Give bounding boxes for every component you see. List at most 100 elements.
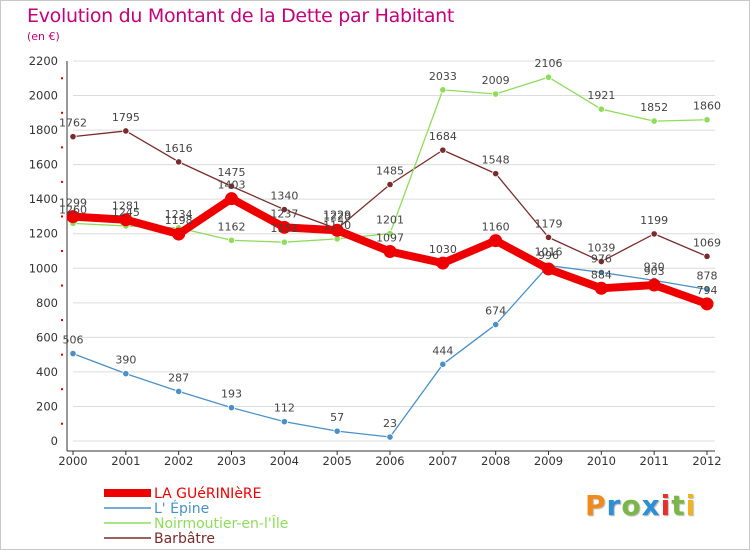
- data-point-la-gu-rini-re: [594, 281, 608, 295]
- data-label-la-gu-rini-re: 996: [538, 249, 559, 262]
- data-point-la-gu-rini-re: [330, 223, 344, 237]
- data-point-la-gu-rini-re: [225, 192, 238, 206]
- data-point-barb-tre: [386, 180, 394, 189]
- y-minor-tick: [61, 146, 63, 149]
- data-label-barb-tre: 1199: [640, 214, 668, 227]
- y-minor-tick: [61, 422, 63, 425]
- data-label-noirmoutier-en-l-le: 1245: [112, 206, 140, 219]
- data-label-l-pine: 23: [383, 417, 397, 430]
- logo-letter: r: [606, 489, 622, 522]
- data-label-barb-tre: 1229: [323, 209, 351, 222]
- logo-letter: i: [660, 489, 672, 522]
- data-point-noirmoutier-en-l-le: [439, 86, 447, 94]
- y-tick-label: 800: [36, 296, 58, 310]
- logo-letter: P: [585, 489, 607, 522]
- x-tick-label: 2008: [481, 454, 510, 468]
- x-tick-label: 2010: [587, 454, 616, 468]
- data-point-l-pine: [597, 268, 605, 277]
- data-label-barb-tre: 1340: [270, 190, 298, 203]
- x-tick-label: 2006: [375, 454, 404, 468]
- data-label-barb-tre: 1069: [693, 236, 721, 249]
- data-label-l-pine: 930: [644, 260, 665, 273]
- data-label-barb-tre: 1179: [535, 217, 563, 230]
- data-point-barb-tre: [122, 127, 130, 135]
- data-label-la-gu-rini-re: 1299: [59, 197, 87, 210]
- data-point-barb-tre: [597, 257, 605, 266]
- y-tick-label: 1200: [29, 227, 58, 241]
- data-label-noirmoutier-en-l-le: 1151: [270, 222, 298, 235]
- data-label-noirmoutier-en-l-le: 1921: [587, 89, 615, 102]
- data-point-noirmoutier-en-l-le: [544, 73, 553, 81]
- data-label-la-gu-rini-re: 1198: [165, 214, 193, 227]
- legend-label-noirmoutier-en-l-le: Noirmoutier-en-l'Île: [154, 514, 288, 532]
- y-tick-label: 1000: [29, 261, 58, 275]
- logo-letter: i: [685, 489, 697, 522]
- data-point-barb-tre: [650, 230, 658, 238]
- data-label-la-gu-rini-re: 1281: [112, 200, 140, 213]
- data-label-noirmoutier-en-l-le: 1860: [693, 100, 721, 113]
- data-point-l-pine: [227, 404, 236, 412]
- data-point-l-pine: [175, 387, 183, 396]
- data-label-l-pine: 193: [221, 388, 242, 401]
- data-label-la-gu-rini-re: 1403: [218, 179, 246, 192]
- data-point-la-gu-rini-re: [700, 297, 714, 311]
- data-label-l-pine: 287: [168, 371, 189, 384]
- axis-layer: 0 200 400 600 800 1000 1200 1400 1600 1800 2000 220…: [29, 54, 722, 468]
- data-point-la-gu-rini-re: [436, 256, 450, 270]
- data-point-barb-tre: [703, 252, 711, 260]
- y-minor-tick: [61, 250, 63, 252]
- data-point-la-gu-rini-re: [489, 234, 503, 248]
- data-label-la-gu-rini-re: 1097: [376, 232, 404, 245]
- data-point-l-pine: [333, 427, 341, 435]
- data-label-la-gu-rini-re: 1220: [323, 210, 351, 223]
- data-label-l-pine: 390: [115, 354, 136, 367]
- data-label-barb-tre: 1548: [482, 154, 510, 167]
- x-tick-label: 2005: [323, 454, 352, 468]
- x-tick-label: 2001: [111, 454, 140, 468]
- data-label-barb-tre: 1039: [587, 242, 615, 255]
- data-label-noirmoutier-en-l-le: 2009: [482, 74, 510, 87]
- data-point-l-pine: [703, 285, 711, 293]
- logo-letter: t: [671, 489, 686, 522]
- data-label-l-pine: 506: [63, 334, 84, 347]
- data-point-l-pine: [492, 320, 500, 329]
- legend-label-barb-tre: Barbâtre: [154, 531, 215, 547]
- data-label-la-gu-rini-re: 1160: [482, 221, 510, 234]
- data-label-la-gu-rini-re: 903: [644, 265, 665, 278]
- x-tick-label: 2002: [164, 454, 193, 468]
- data-label-barb-tre: 1795: [112, 111, 140, 124]
- data-point-l-pine: [439, 360, 447, 368]
- data-label-l-pine: 976: [591, 252, 612, 265]
- data-label-l-pine: 674: [485, 305, 506, 318]
- y-tick-label: 2000: [29, 89, 58, 103]
- y-tick-label: 1600: [29, 158, 58, 172]
- data-point-noirmoutier-en-l-le: [650, 117, 658, 125]
- logo-letter: x: [641, 489, 661, 522]
- data-point-la-gu-rini-re: [647, 278, 661, 292]
- data-label-l-pine: 878: [697, 269, 718, 282]
- data-point-noirmoutier-en-l-le: [227, 236, 236, 244]
- y-tick-label: 1400: [29, 192, 58, 206]
- y-minor-tick: [61, 215, 63, 218]
- x-tick-label: 2011: [640, 454, 669, 468]
- legend-label-la-gu-rini-re: LA GUéRINIèRE: [154, 486, 262, 502]
- data-label-noirmoutier-en-l-le: 2106: [535, 57, 563, 70]
- chart-title: Evolution du Montant de la Dette par Hab…: [27, 5, 455, 27]
- data-label-noirmoutier-en-l-le: 1234: [165, 208, 193, 221]
- y-tick-label: 2200: [29, 54, 58, 68]
- data-point-barb-tre: [492, 170, 500, 178]
- data-point-barb-tre: [69, 133, 77, 141]
- data-point-noirmoutier-en-l-le: [386, 229, 394, 238]
- data-point-la-gu-rini-re: [119, 213, 133, 227]
- data-label-noirmoutier-en-l-le: 1201: [376, 214, 404, 227]
- data-point-la-gu-rini-re: [172, 227, 186, 241]
- data-label-barb-tre: 1485: [376, 165, 404, 178]
- x-tick-label: 2012: [692, 454, 721, 468]
- data-label-la-gu-rini-re: 1030: [429, 243, 457, 256]
- data-point-l-pine: [386, 433, 394, 441]
- data-point-barb-tre: [439, 146, 447, 154]
- data-label-la-gu-rini-re: 794: [697, 284, 718, 297]
